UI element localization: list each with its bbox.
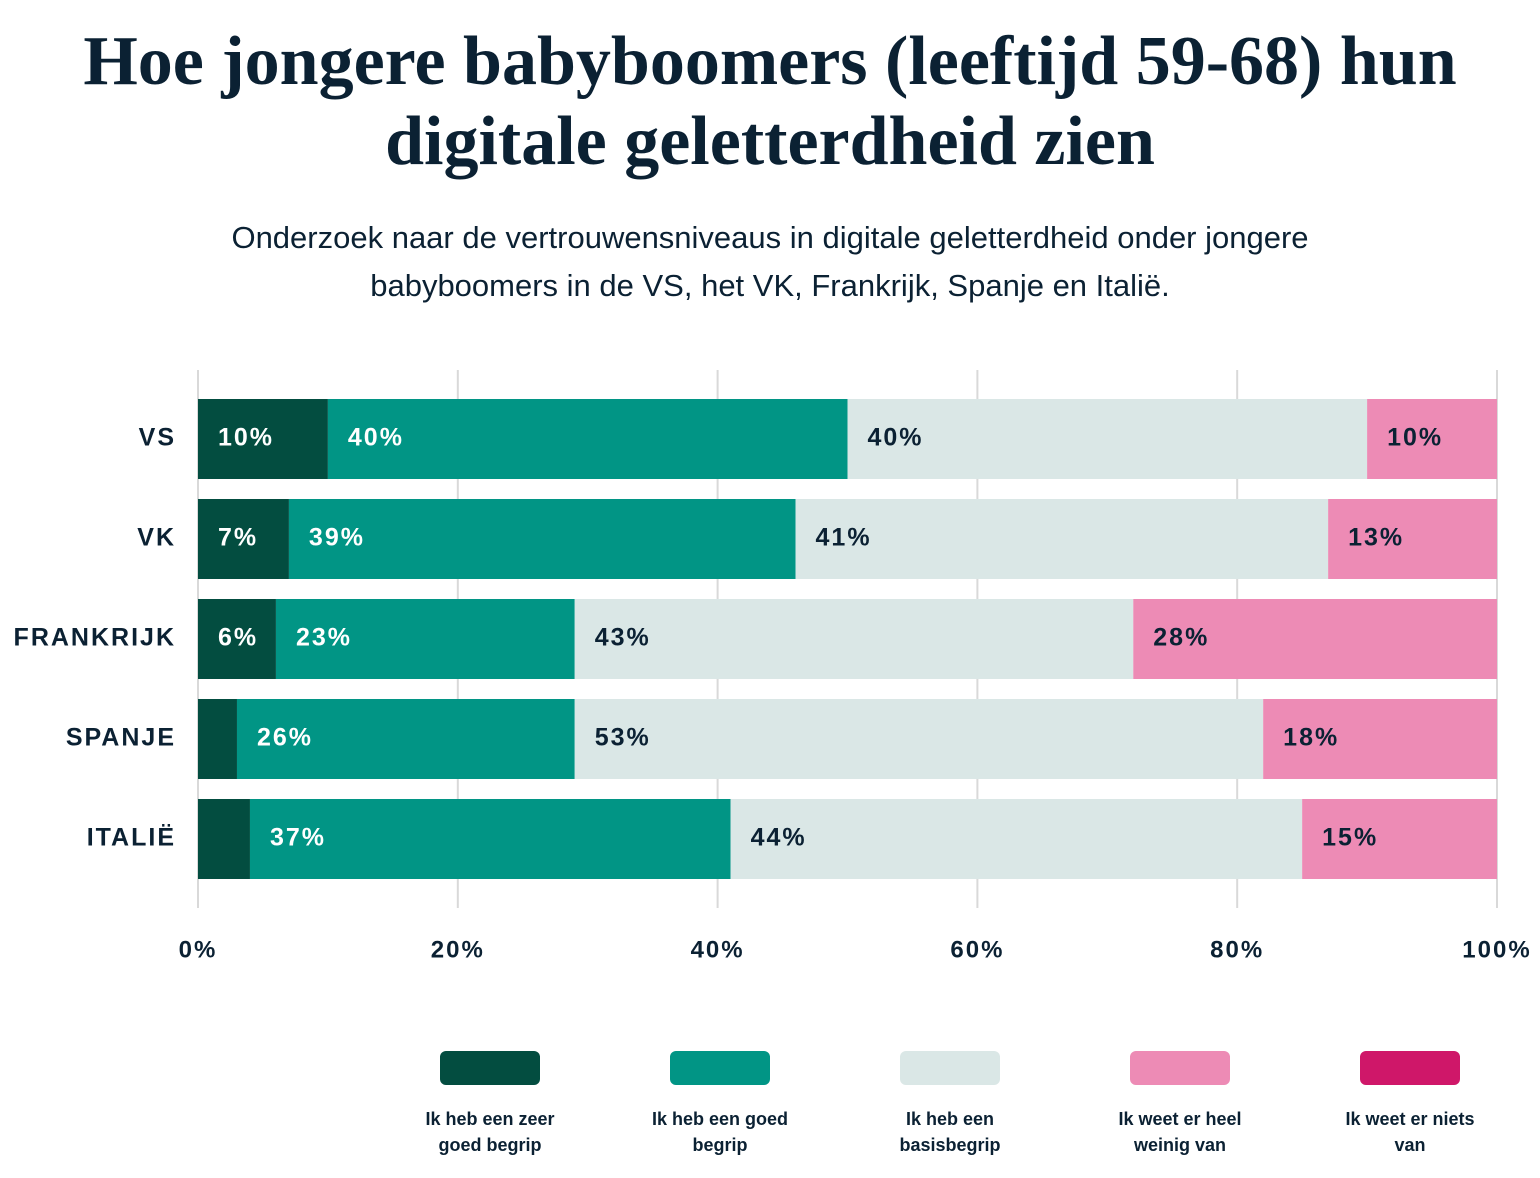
- data-label: 39%: [309, 524, 365, 552]
- data-label: 44%: [751, 824, 807, 852]
- bar-segment: [275, 599, 575, 679]
- data-label: 13%: [1348, 524, 1404, 552]
- bar-segment: [1328, 499, 1497, 579]
- data-label: 23%: [296, 624, 352, 652]
- data-label: 43%: [595, 624, 651, 652]
- data-label: 28%: [1153, 624, 1209, 652]
- legend-label: Ik heb een zeer goed begrip: [425, 1109, 555, 1155]
- bar-segment: [847, 399, 1368, 479]
- chart-title: Hoe jongere babyboomers (leeftijd 59-68)…: [83, 23, 1457, 180]
- legend-swatch: [440, 1051, 540, 1085]
- bar-segment: [1302, 799, 1497, 879]
- legend-label: Ik heb een goed begrip: [651, 1109, 789, 1155]
- y-tick-label: VK: [137, 524, 176, 552]
- bar-segment: [795, 499, 1329, 579]
- data-label: 26%: [257, 724, 313, 752]
- data-label: 10%: [218, 424, 274, 452]
- x-tick-label: 100%: [1462, 936, 1531, 963]
- bar-segment: [1133, 599, 1497, 679]
- data-label: 40%: [348, 424, 404, 452]
- data-label: 40%: [868, 424, 924, 452]
- y-tick-label: SPANJE: [66, 724, 176, 752]
- bar-segment: [327, 399, 848, 479]
- bar-segment: [574, 699, 1264, 779]
- data-label: 37%: [270, 824, 326, 852]
- y-tick-label: VS: [139, 424, 176, 452]
- data-label: 18%: [1283, 724, 1339, 752]
- legend-swatch: [1130, 1051, 1230, 1085]
- data-label: 6%: [218, 624, 258, 652]
- y-tick-label: ITALIË: [87, 824, 176, 852]
- legend-swatch: [1360, 1051, 1460, 1085]
- bar-segment: [198, 499, 289, 579]
- legend-label: Ik weet er heel weinig van: [1118, 1109, 1242, 1155]
- bar-segment: [1263, 699, 1497, 779]
- chart-subtitle: Onderzoek naar de vertrouwensniveaus in …: [231, 220, 1309, 303]
- bar-segment: [574, 599, 1134, 679]
- bar-segment: [198, 799, 250, 879]
- bar-segment: [198, 599, 276, 679]
- bar-segment: [198, 399, 328, 479]
- data-label: 53%: [595, 724, 651, 752]
- legend-swatch: [900, 1051, 1000, 1085]
- x-tick-label: 60%: [950, 936, 1004, 963]
- bar-segment: [198, 699, 237, 779]
- data-label: 41%: [816, 524, 872, 552]
- data-label: 15%: [1322, 824, 1378, 852]
- bar-segment: [288, 499, 796, 579]
- bar-segment: [1367, 399, 1497, 479]
- x-tick-label: 80%: [1210, 936, 1264, 963]
- x-tick-label: 20%: [431, 936, 485, 963]
- x-tick-label: 40%: [691, 936, 745, 963]
- legend-label: Ik heb een basisbegrip: [899, 1109, 1001, 1155]
- y-tick-label: FRANKRIJK: [14, 624, 176, 652]
- legend-label: Ik weet er niets van: [1345, 1109, 1475, 1155]
- data-label: 7%: [218, 524, 258, 552]
- bar-segment: [730, 799, 1303, 879]
- data-label: 10%: [1387, 424, 1443, 452]
- bar-segment: [249, 799, 731, 879]
- x-tick-label: 0%: [179, 936, 218, 963]
- bar-segment: [236, 699, 575, 779]
- legend-swatch: [670, 1051, 770, 1085]
